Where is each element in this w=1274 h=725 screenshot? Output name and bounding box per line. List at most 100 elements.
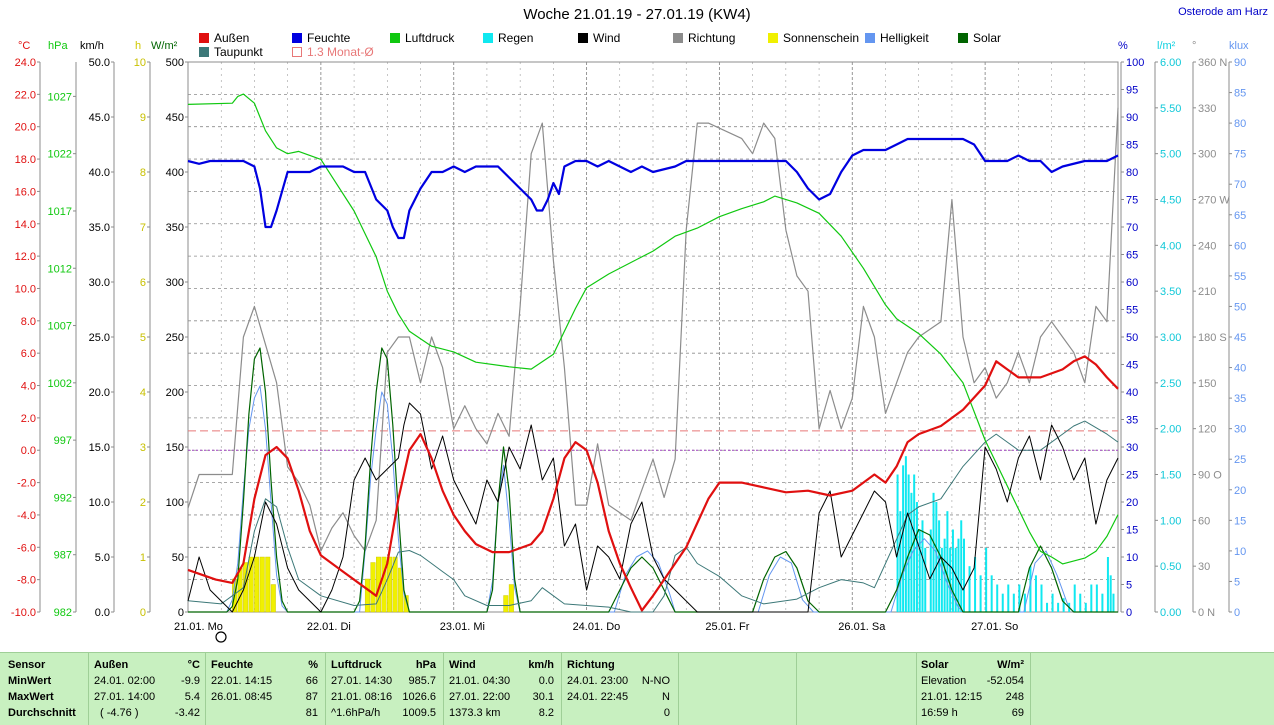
stats-luftdruck-max-time: 21.01. 08:16 xyxy=(331,691,393,703)
axis-label-klux: 70 xyxy=(1234,179,1246,191)
axis-label-klux: 35 xyxy=(1234,393,1246,405)
sunshine-bar xyxy=(270,584,276,613)
axis-label-deg: 60 xyxy=(1198,515,1210,527)
stats-feuchte-min: 66 xyxy=(305,675,318,687)
axis-label-kmh: 35.0 xyxy=(89,222,110,234)
axis-label-kmh: 45.0 xyxy=(89,112,110,124)
legend-label-regen: Regen xyxy=(498,31,534,45)
stats-feuchte-max: 87 xyxy=(305,691,318,703)
axis-label-kmh: 20.0 xyxy=(89,387,110,399)
rain-bar xyxy=(1034,575,1037,612)
rain-bar xyxy=(913,474,916,612)
axis-label-klux: 15 xyxy=(1234,515,1246,527)
axis-label-pct: 35 xyxy=(1126,415,1138,427)
axis-label-wm2: 400 xyxy=(166,167,184,179)
axis-label-pct: 50 xyxy=(1126,332,1138,344)
rain-bar xyxy=(924,547,927,612)
stats-richtung-min: N-NO xyxy=(641,675,670,687)
axis-label-h: 0 xyxy=(140,607,146,619)
axis-label-temp: 0.0 xyxy=(21,445,36,457)
legend-swatch-feuchte xyxy=(292,33,302,43)
rain-bar xyxy=(1084,602,1087,612)
axis-label-lm2: 2.00 xyxy=(1160,424,1181,436)
axis-label-pct: 40 xyxy=(1126,387,1138,399)
stats-wind-avg: 8.2 xyxy=(538,707,554,719)
axis-label-klux: 85 xyxy=(1234,88,1246,100)
axis-label-klux: 0 xyxy=(1234,607,1240,619)
sunshine-bar xyxy=(259,556,265,613)
stats-solar-max: 248 xyxy=(1005,691,1024,703)
axis-label-deg: 210 xyxy=(1198,286,1216,298)
axis-label-hpa: 1017 xyxy=(48,206,72,218)
x-tick-label: 21.01. Mo xyxy=(174,621,223,633)
unit-temp: °C xyxy=(18,40,31,52)
rain-bar xyxy=(979,575,982,612)
axis-label-deg: 120 xyxy=(1198,424,1216,436)
stats-aussen-max: 5.4 xyxy=(184,691,200,703)
stats-richtung-avg: 0 xyxy=(663,707,670,719)
axis-label-wm2: 0 xyxy=(178,607,184,619)
legend-item-feuchte: Feuchte xyxy=(292,31,350,45)
rain-bar xyxy=(1073,584,1076,612)
chart-title: Woche 21.01.19 - 27.01.19 (KW4) xyxy=(523,6,751,23)
rain-bar xyxy=(915,502,918,612)
axis-label-pct: 100 xyxy=(1126,57,1144,69)
stats-wind-distance: 1373.3 km xyxy=(449,707,501,719)
axis-label-lm2: 3.50 xyxy=(1160,286,1181,298)
axis-label-hpa: 987 xyxy=(54,550,72,562)
axis-label-pct: 20 xyxy=(1126,497,1138,509)
axis-label-kmh: 40.0 xyxy=(89,167,110,179)
unit-hpa: hPa xyxy=(48,40,68,52)
stats-solar-elevation-label: Elevation xyxy=(921,675,967,687)
axis-label-lm2: 0.00 xyxy=(1160,607,1181,619)
stats-aussen-max-time: 27.01. 14:00 xyxy=(94,691,156,703)
rain-bar xyxy=(954,547,957,612)
series-line-richtung xyxy=(187,107,1119,552)
stats-row-avg: Durchschnitt xyxy=(8,707,76,719)
stats-wind-max-time: 27.01. 22:00 xyxy=(449,691,511,703)
axis-label-temp: 16.0 xyxy=(15,186,36,198)
rain-bar xyxy=(1029,566,1032,612)
legend-swatch-monat xyxy=(292,47,302,57)
axis-label-klux: 20 xyxy=(1234,485,1246,497)
axis-label-h: 8 xyxy=(140,167,146,179)
series-line-taupunkt xyxy=(187,420,1119,613)
stats-luftdruck-max: 1026.6 xyxy=(402,691,436,703)
rain-bar xyxy=(1079,593,1082,612)
axis-label-temp: 10.0 xyxy=(15,283,36,295)
rain-bar xyxy=(1051,593,1054,612)
axis-label-pct: 45 xyxy=(1126,360,1138,372)
axis-label-wm2: 100 xyxy=(166,497,184,509)
legend-swatch-luftdruck xyxy=(390,33,400,43)
rain-bar xyxy=(1018,584,1021,612)
rain-bar xyxy=(946,511,949,612)
axis-label-lm2: 4.50 xyxy=(1160,195,1181,207)
rain-bar xyxy=(974,557,977,612)
sunshine-bar xyxy=(370,562,376,613)
rain-bar xyxy=(921,520,924,612)
rain-bar xyxy=(935,502,938,612)
stats-feuchte-header: Feuchte xyxy=(211,659,254,671)
plot-area xyxy=(187,61,1119,613)
axis-label-klux: 30 xyxy=(1234,424,1246,436)
stats-solar-avg: 69 xyxy=(1011,707,1024,719)
sunshine-bar xyxy=(398,567,404,613)
axis-label-kmh: 30.0 xyxy=(89,277,110,289)
axis-label-lm2: 4.00 xyxy=(1160,240,1181,252)
legend-item-helligkeit: Helligkeit xyxy=(865,31,929,45)
axis-label-lm2: 5.50 xyxy=(1160,103,1181,115)
axis-label-deg: 30 xyxy=(1198,561,1210,573)
rain-bar xyxy=(896,474,899,612)
axis-label-deg: 300 xyxy=(1198,149,1216,161)
rain-bar xyxy=(938,520,941,612)
rain-bar xyxy=(904,456,907,612)
axis-label-h: 5 xyxy=(140,332,146,344)
legend-label-richtung: Richtung xyxy=(688,31,736,45)
axis-label-klux: 5 xyxy=(1234,576,1240,588)
axis-label-temp: -4.0 xyxy=(17,510,36,522)
axis-label-pct: 65 xyxy=(1126,250,1138,262)
axis-label-hpa: 1027 xyxy=(48,91,72,103)
rain-bar xyxy=(1001,593,1004,612)
legend-label-feuchte: Feuchte xyxy=(307,31,351,45)
stats-luftdruck-header: Luftdruck xyxy=(331,659,382,671)
